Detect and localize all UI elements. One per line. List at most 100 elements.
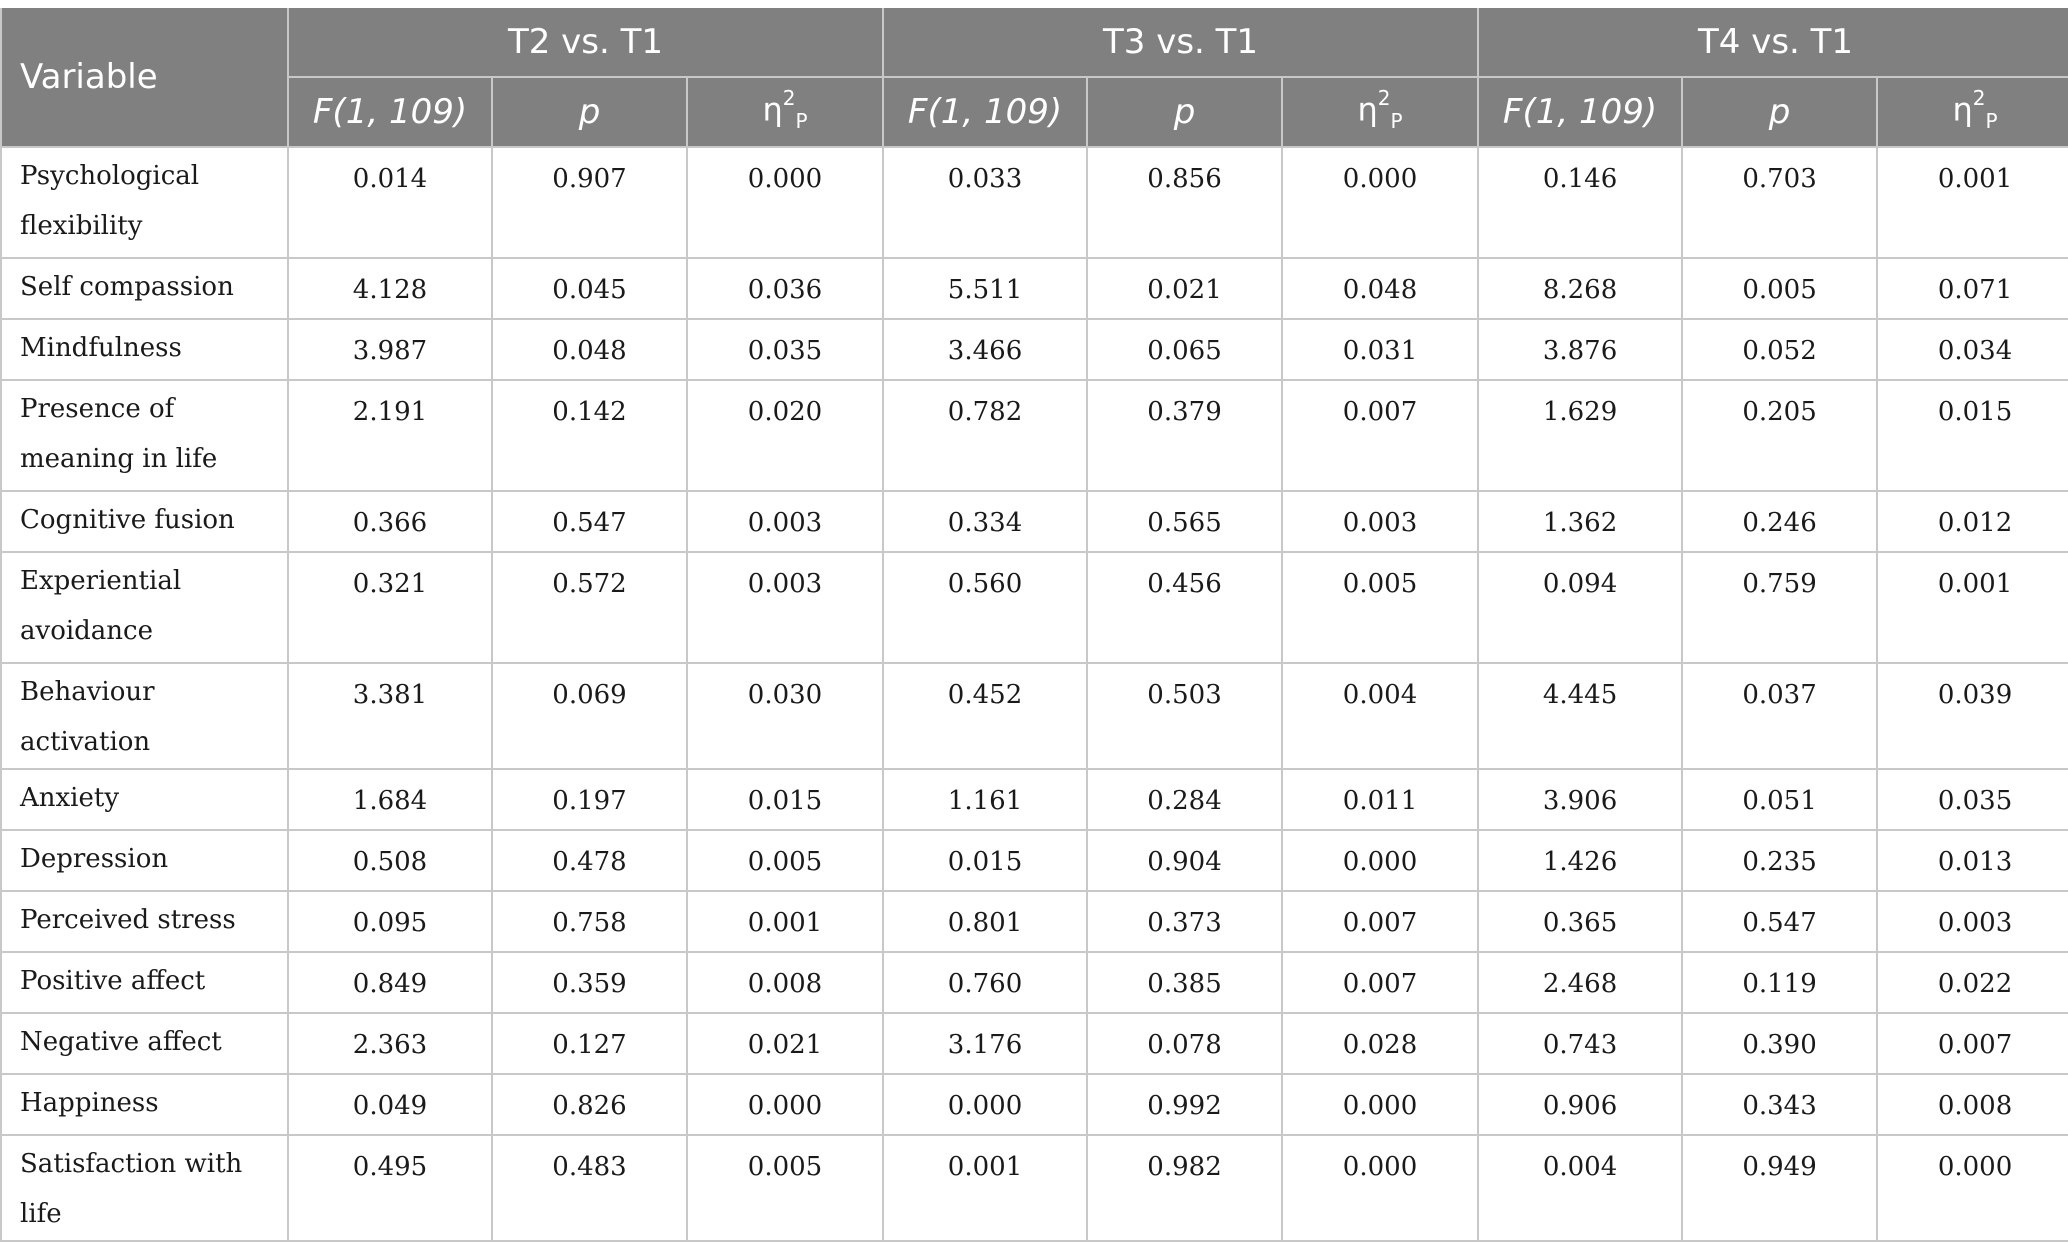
f-value-cell: 0.334	[882, 490, 1089, 553]
table-row: Anxiety 1.684 0.197 0.015 1.161 0.284 0.011 3.9…	[0, 768, 2068, 831]
f-value-cell: 2.191	[287, 379, 493, 492]
f-value-cell: 0.508	[287, 829, 493, 892]
variable-name-cell: Negative affect	[0, 1012, 289, 1075]
f-value-cell: 0.365	[1477, 890, 1684, 953]
eta-value-cell: 0.031	[1281, 318, 1480, 381]
eta-value-cell: 0.011	[1281, 768, 1480, 831]
p-value-cell: 0.703	[1681, 146, 1879, 259]
f-value-cell: 0.801	[882, 890, 1089, 953]
group-header-t4-t1: T4 vs. T1	[1477, 8, 2068, 78]
eta-value-cell: 0.005	[685, 1134, 885, 1242]
variable-name-cell: Cognitive fusion	[0, 490, 289, 553]
eta-value-cell: 0.015	[685, 768, 885, 831]
f-value-cell: 1.362	[1477, 490, 1684, 553]
p-value-header: p	[491, 77, 688, 147]
eta-value-cell: 0.008	[685, 951, 885, 1014]
eta-value-cell: 0.039	[1876, 662, 2068, 770]
f-value-cell: 0.033	[882, 146, 1089, 259]
eta-value-cell: 0.001	[1876, 146, 2068, 259]
eta-value-cell: 0.003	[685, 490, 885, 553]
f-value-cell: 2.363	[287, 1012, 493, 1075]
eta-value-cell: 0.015	[1876, 379, 2068, 492]
eta-value-cell: 0.035	[1876, 768, 2068, 831]
eta-value-cell: 0.030	[685, 662, 885, 770]
p-value-cell: 0.052	[1681, 318, 1879, 381]
f-value-cell: 2.468	[1477, 951, 1684, 1014]
p-value-cell: 0.284	[1086, 768, 1284, 831]
variable-name-cell: Experiential avoidance	[0, 551, 289, 664]
p-value-cell: 0.142	[491, 379, 688, 492]
p-value-cell: 0.343	[1681, 1073, 1879, 1136]
f-value-cell: 0.760	[882, 951, 1089, 1014]
eta-value-cell: 0.003	[685, 551, 885, 664]
f-value-cell: 0.094	[1477, 551, 1684, 664]
f-value-cell: 5.511	[882, 257, 1089, 320]
f-value-cell: 0.560	[882, 551, 1089, 664]
eta-value-cell: 0.001	[685, 890, 885, 953]
f-value-cell: 3.381	[287, 662, 493, 770]
f-value-cell: 0.906	[1477, 1073, 1684, 1136]
table-row: Positive affect 0.849 0.359 0.008 0.760 0.385…	[0, 951, 2068, 1014]
p-value-cell: 0.359	[491, 951, 688, 1014]
p-value-cell: 0.456	[1086, 551, 1284, 664]
p-value-cell: 0.065	[1086, 318, 1284, 381]
eta-value-cell: 0.000	[685, 1073, 885, 1136]
f-value-cell: 0.095	[287, 890, 493, 953]
table-row: Self compassion 4.128 0.045 0.036 5.511 0.021…	[0, 257, 2068, 320]
eta-value-cell: 0.028	[1281, 1012, 1480, 1075]
eta-value-cell: 0.000	[685, 146, 885, 259]
table-row: Negative affect 2.363 0.127 0.021 3.176 0.078…	[0, 1012, 2068, 1075]
f-value-cell: 1.426	[1477, 829, 1684, 892]
p-value-cell: 0.205	[1681, 379, 1879, 492]
p-value-cell: 0.483	[491, 1134, 688, 1242]
p-value-cell: 0.565	[1086, 490, 1284, 553]
f-value-cell: 8.268	[1477, 257, 1684, 320]
f-value-cell: 3.176	[882, 1012, 1089, 1075]
eta-value-cell: 0.012	[1876, 490, 2068, 553]
f-stat-header: F(1, 109)	[882, 77, 1089, 147]
p-value-cell: 0.235	[1681, 829, 1879, 892]
eta-value-cell: 0.007	[1876, 1012, 2068, 1075]
p-value-cell: 0.547	[1681, 890, 1879, 953]
table-row: Satisfaction with life 0.495 0.483 0.005 0.0…	[0, 1134, 2068, 1242]
variable-name-cell: Satisfaction with life	[0, 1134, 289, 1242]
p-value-cell: 0.379	[1086, 379, 1284, 492]
eta-value-cell: 0.021	[685, 1012, 885, 1075]
p-value-cell: 0.021	[1086, 257, 1284, 320]
f-stat-header: F(1, 109)	[287, 77, 493, 147]
p-value-cell: 0.127	[491, 1012, 688, 1075]
eta-value-cell: 0.035	[685, 318, 885, 381]
variable-name-cell: Mindfulness	[0, 318, 289, 381]
f-value-cell: 1.684	[287, 768, 493, 831]
table-row: Behaviour activation 3.381 0.069 0.030 0.452…	[0, 662, 2068, 770]
variable-name-cell: Happiness	[0, 1073, 289, 1136]
f-value-cell: 0.849	[287, 951, 493, 1014]
f-value-cell: 4.445	[1477, 662, 1684, 770]
p-value-cell: 0.982	[1086, 1134, 1284, 1242]
eta-squared-header: η2P	[685, 77, 885, 147]
f-value-cell: 0.014	[287, 146, 493, 259]
f-value-cell: 3.987	[287, 318, 493, 381]
p-value-header: p	[1681, 77, 1879, 147]
group-header-t2-t1: T2 vs. T1	[286, 8, 885, 78]
p-value-cell: 0.390	[1681, 1012, 1879, 1075]
results-table: Variable T2 vs. T1 T3 vs. T1 T4 vs. T1 F…	[0, 8, 2068, 1242]
variable-name-cell: Psychological flexibility	[0, 146, 289, 259]
p-value-header: p	[1086, 77, 1284, 147]
variable-name-cell: Self compassion	[0, 257, 289, 320]
p-value-cell: 0.246	[1681, 490, 1879, 553]
p-value-cell: 0.907	[491, 146, 688, 259]
p-value-cell: 0.904	[1086, 829, 1284, 892]
variable-name-cell: Behaviour activation	[0, 662, 289, 770]
f-value-cell: 0.782	[882, 379, 1089, 492]
f-value-cell: 0.004	[1477, 1134, 1684, 1242]
p-value-cell: 0.826	[491, 1073, 688, 1136]
f-value-cell: 0.015	[882, 829, 1089, 892]
p-value-cell: 0.949	[1681, 1134, 1879, 1242]
table-row: Mindfulness 3.987 0.048 0.035 3.466 0.065 0.03…	[0, 318, 2068, 381]
variable-name-cell: Perceived stress	[0, 890, 289, 953]
f-value-cell: 3.466	[882, 318, 1089, 381]
variable-column-header: Variable	[0, 8, 289, 148]
f-value-cell: 0.049	[287, 1073, 493, 1136]
p-value-cell: 0.119	[1681, 951, 1879, 1014]
